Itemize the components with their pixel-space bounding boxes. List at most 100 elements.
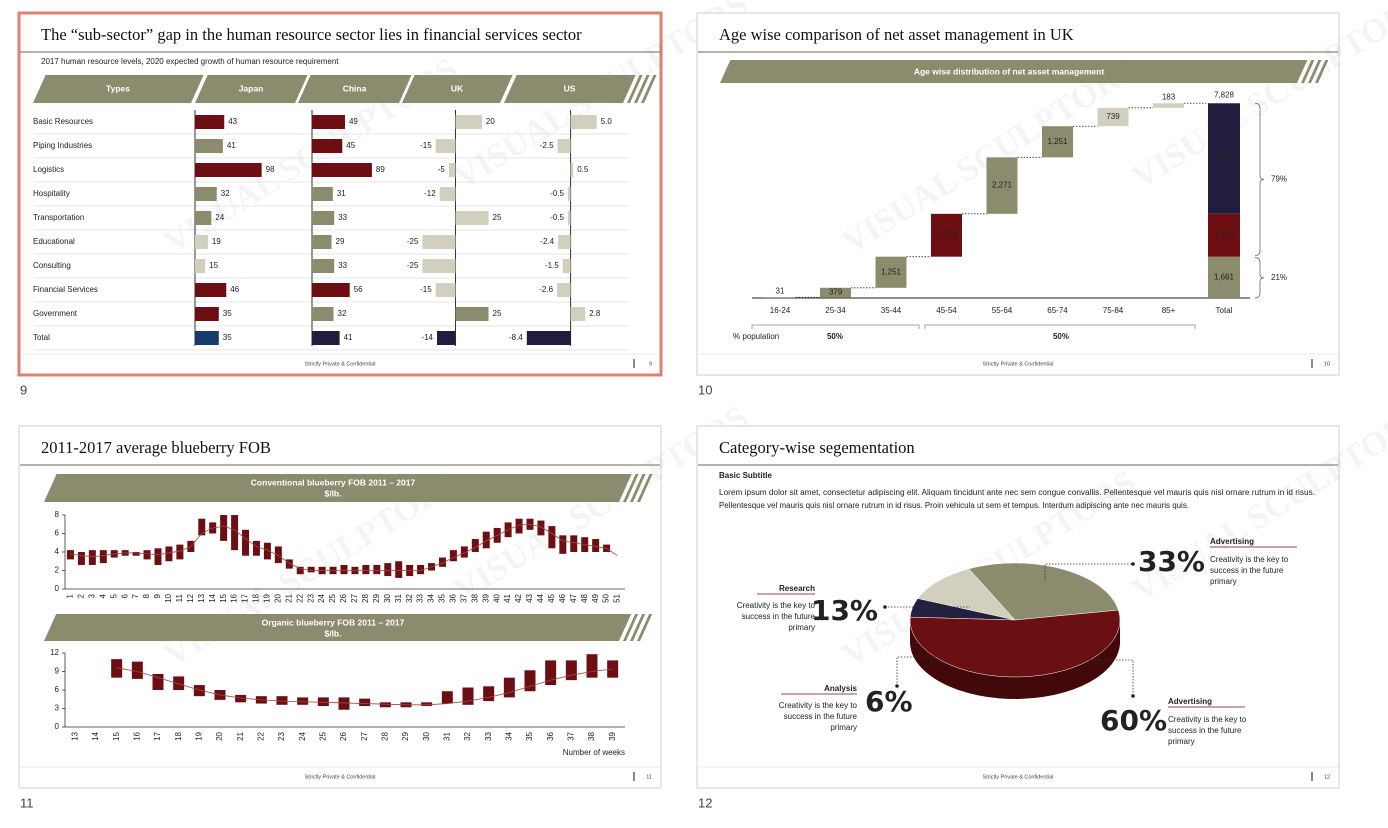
candle — [559, 535, 567, 554]
trend-line — [70, 523, 618, 571]
x-tick-label: 23 — [306, 593, 315, 602]
slide-label: 10 — [698, 382, 712, 397]
y-tick-label: 3 — [55, 704, 60, 713]
candle — [340, 564, 348, 575]
x-tick-label: 17 — [153, 731, 162, 740]
x-tick-label: 33 — [484, 731, 493, 740]
x-tick-label: 33 — [416, 593, 425, 602]
x-tick-label: 22 — [295, 593, 304, 602]
x-tick-label: 15 — [219, 593, 228, 602]
callout-dot — [1131, 694, 1135, 698]
row-label: Consulting — [33, 261, 71, 270]
value-label: -14 — [421, 333, 433, 342]
x-tick-label: 36 — [546, 731, 555, 740]
candle — [176, 544, 184, 560]
x-tick-label: 35-44 — [881, 306, 902, 315]
value-label: 41 — [227, 141, 236, 150]
x-tick-label: 27 — [350, 593, 359, 602]
candle — [586, 654, 598, 678]
x-tick-label: 50 — [602, 593, 611, 602]
column-header: Japan — [239, 83, 264, 93]
callout-text: primary — [830, 723, 857, 732]
candle — [373, 564, 381, 575]
callout-dot — [1131, 562, 1135, 566]
value-label: -2.4 — [540, 237, 554, 246]
bar — [312, 211, 335, 225]
value-label: -5 — [438, 165, 446, 174]
value-label: 5.0 — [601, 117, 613, 126]
y-tick-label: 12 — [50, 648, 59, 657]
value-label: 1,251 — [1047, 137, 1068, 146]
value-label: 89 — [376, 165, 385, 174]
x-tick-label: 28 — [361, 593, 370, 602]
banner — [630, 614, 646, 641]
value-label: 1,723 — [1214, 230, 1235, 239]
chart-title: Age wise distribution of net asset manag… — [914, 66, 1105, 76]
chart-title: Conventional blueberry FOB 2011 – 2017 — [251, 477, 416, 487]
y-tick-label: 8 — [55, 510, 60, 519]
x-tick-label: 32 — [405, 593, 414, 602]
callout-dot — [883, 605, 887, 609]
callout-text: Creativity is the key to — [1168, 715, 1247, 724]
slice — [968, 562, 1119, 621]
x-tick-label: 40 — [492, 593, 501, 602]
banner — [627, 75, 643, 103]
candle — [565, 660, 577, 681]
banner — [195, 75, 308, 103]
x-tick-label: 31 — [394, 593, 403, 602]
bar — [312, 115, 345, 129]
candle — [198, 518, 206, 536]
candle — [545, 660, 557, 686]
x-tick-label: 6 — [120, 593, 129, 598]
candle — [66, 550, 74, 560]
row-label: Government — [33, 309, 78, 318]
value-label: 25 — [493, 309, 502, 318]
banner — [44, 614, 632, 641]
value-label: 31 — [776, 286, 785, 295]
bar — [312, 163, 372, 177]
candle — [274, 546, 282, 564]
x-tick-label: 10 — [164, 593, 173, 602]
value-label: 2,271 — [992, 181, 1013, 190]
bracket — [1254, 257, 1265, 299]
candle — [438, 557, 446, 567]
callout-text: Creativity is the key to — [779, 701, 858, 710]
value-label: 41 — [344, 333, 353, 342]
x-tick-label: 85+ — [1162, 306, 1176, 315]
slide-label: 11 — [20, 795, 34, 810]
x-tick-label: 45 — [547, 593, 556, 602]
banner — [641, 75, 657, 103]
callout-text: success in the future — [1210, 566, 1284, 575]
bar — [455, 211, 489, 225]
x-tick-label: 16 — [230, 593, 239, 602]
population-bracket — [751, 324, 920, 329]
callout-title: Advertising — [1168, 697, 1212, 706]
value-label: -15 — [420, 141, 432, 150]
candle — [503, 677, 515, 698]
y-tick-label: 4 — [55, 547, 60, 556]
x-tick-label: 28 — [380, 731, 389, 740]
chart-subtitle: $/lb. — [324, 488, 341, 498]
row-label: Basic Resources — [33, 117, 93, 126]
banner — [298, 75, 412, 103]
value-label: 0.5 — [577, 165, 589, 174]
bar — [312, 259, 335, 273]
candle — [285, 559, 293, 569]
column-header: US — [564, 83, 576, 93]
candle — [173, 676, 185, 690]
bar — [195, 331, 219, 345]
candle — [77, 552, 85, 565]
slide-title: Age wise comparison of net asset managem… — [719, 25, 1074, 44]
callout-title: Advertising — [1210, 537, 1254, 546]
x-tick-label: 26 — [339, 731, 348, 740]
bar — [764, 297, 796, 298]
x-tick-label: 3 — [87, 593, 96, 598]
bar — [455, 115, 482, 129]
slice — [909, 609, 1121, 678]
bar — [1153, 103, 1184, 108]
candle — [297, 697, 309, 705]
x-tick-label: 31 — [442, 731, 451, 740]
banner — [33, 75, 204, 103]
candle — [165, 546, 173, 562]
